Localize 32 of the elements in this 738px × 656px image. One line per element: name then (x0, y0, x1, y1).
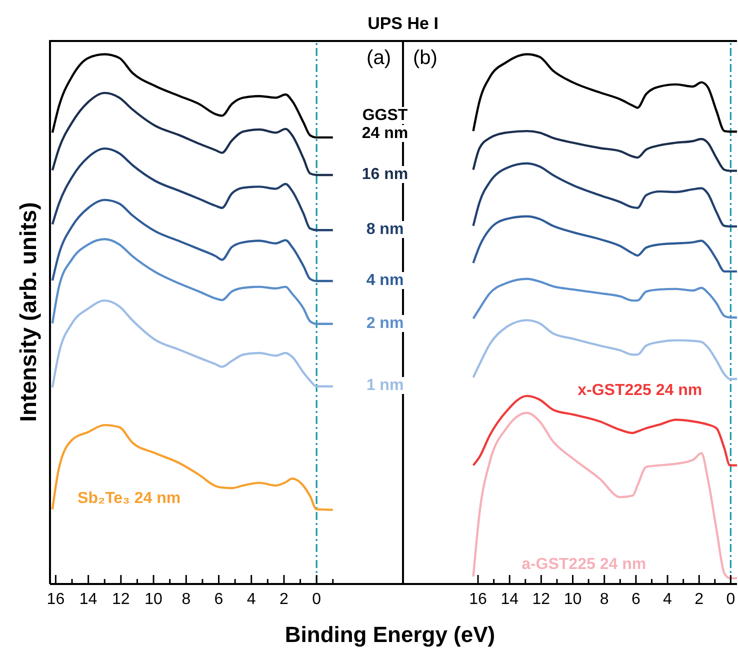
text: 8 nm (365, 221, 405, 238)
annotation: (b) (413, 47, 438, 70)
x-tick-label: 12 (112, 591, 130, 608)
x-tick-label: 0 (312, 591, 322, 608)
x-tick-label: 8 (600, 591, 609, 608)
x-tick-label: 14 (500, 591, 519, 608)
x-tick-label: 4 (246, 591, 256, 608)
x-tick-label: 16 (46, 591, 65, 608)
x-tick-label: 8 (182, 591, 191, 608)
y-axis-title: Intensity (arb. units) (14, 201, 42, 424)
series-label: Sb₂Te₃ 24 nm (76, 490, 182, 508)
x-tick-label: 0 (726, 591, 736, 608)
x-tick-label: 6 (631, 591, 640, 608)
x-tick-label: 4 (663, 591, 672, 608)
x-tick-label: 2 (280, 591, 289, 608)
x-tick-label: 14 (79, 591, 98, 608)
series-label: x-GST225 24 nm (576, 382, 704, 399)
x-tick-label: 2 (694, 591, 704, 608)
series-label: 16 nm (360, 166, 410, 184)
x-tick-label: 10 (564, 591, 582, 608)
text: 2 nm (365, 314, 405, 332)
text: 1 nm (365, 377, 405, 394)
x-tick-label: 6 (214, 591, 224, 608)
x-tick-label: 10 (144, 591, 163, 608)
series-label: GGST 24 nm (360, 107, 410, 142)
x-tick-label: 16 (469, 591, 488, 608)
text: a-GST225 24 nm (520, 556, 648, 574)
chart-title: UPS He I (366, 14, 440, 34)
x-axis-title: Binding Energy (eV) (284, 622, 496, 648)
text: 4 nm (365, 272, 405, 289)
x-tick-label: 12 (532, 591, 550, 608)
annotation: (a) (366, 47, 391, 70)
